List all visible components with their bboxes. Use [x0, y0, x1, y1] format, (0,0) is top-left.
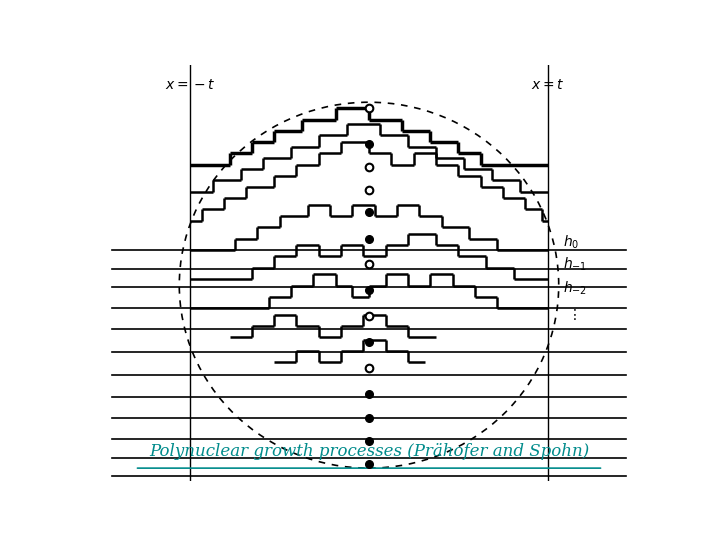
Text: $x=-t$: $x=-t$ — [165, 78, 216, 92]
Text: $h_{-1}$: $h_{-1}$ — [563, 255, 588, 273]
Text: $x=t$: $x=t$ — [531, 78, 564, 92]
Text: $h_{-2}$: $h_{-2}$ — [563, 280, 588, 297]
Text: Polynuclear growth processes (Prähofer and Spohn): Polynuclear growth processes (Prähofer a… — [149, 443, 589, 460]
Text: $h_0$: $h_0$ — [563, 234, 580, 252]
Text: $\vdots$: $\vdots$ — [567, 307, 577, 322]
